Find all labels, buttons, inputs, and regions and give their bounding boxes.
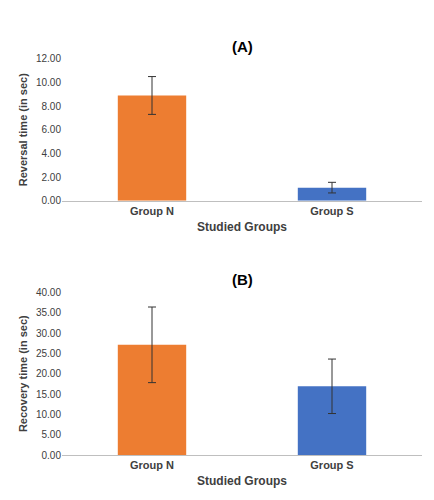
svg-text:5.00: 5.00 bbox=[42, 429, 62, 440]
svg-text:Group S: Group S bbox=[310, 459, 353, 471]
svg-text:30.00: 30.00 bbox=[36, 328, 61, 339]
svg-text:15.00: 15.00 bbox=[36, 389, 61, 400]
svg-text:40.00: 40.00 bbox=[36, 287, 61, 298]
svg-text:10.00: 10.00 bbox=[36, 77, 61, 88]
svg-text:Group N: Group N bbox=[130, 205, 174, 217]
svg-text:6.00: 6.00 bbox=[42, 124, 62, 135]
svg-text:4.00: 4.00 bbox=[42, 148, 62, 159]
svg-text:10.00: 10.00 bbox=[36, 409, 61, 420]
svg-text:Studied Groups: Studied Groups bbox=[197, 474, 287, 488]
svg-text:Group S: Group S bbox=[310, 205, 353, 217]
svg-text:35.00: 35.00 bbox=[36, 307, 61, 318]
svg-text:12.00: 12.00 bbox=[36, 53, 61, 64]
svg-text:25.00: 25.00 bbox=[36, 348, 61, 359]
svg-text:20.00: 20.00 bbox=[36, 368, 61, 379]
svg-text:8.00: 8.00 bbox=[42, 101, 62, 112]
svg-text:(A): (A) bbox=[232, 38, 253, 55]
svg-text:2.00: 2.00 bbox=[42, 172, 62, 183]
svg-text:0.00: 0.00 bbox=[42, 195, 62, 206]
svg-text:Reversal time (in sec): Reversal time (in sec) bbox=[17, 73, 29, 186]
svg-text:Group N: Group N bbox=[130, 459, 174, 471]
svg-text:(B): (B) bbox=[232, 271, 253, 288]
svg-text:0.00: 0.00 bbox=[42, 450, 62, 461]
svg-text:Studied Groups: Studied Groups bbox=[197, 220, 287, 234]
svg-text:Recovery time (in sec): Recovery time (in sec) bbox=[17, 315, 29, 432]
